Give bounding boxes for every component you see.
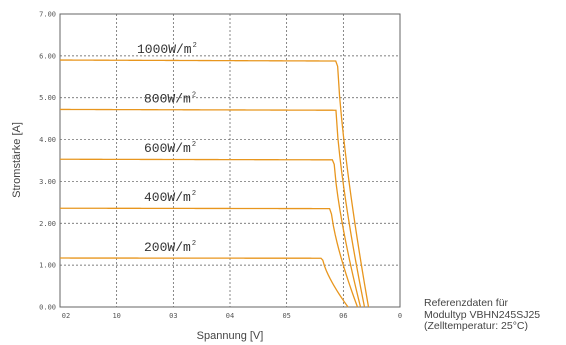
x-tick-label: 03 bbox=[169, 312, 177, 320]
x-tick-labels: 02 10 03 04 05 06 0 bbox=[62, 312, 402, 320]
y-tick-label: 2.00 bbox=[39, 220, 56, 228]
series-line bbox=[59, 108, 366, 308]
series-label: 800W/m bbox=[144, 91, 191, 106]
series-label-superscript: 2 bbox=[192, 190, 196, 198]
x-axis-label: Spannung [V] bbox=[197, 330, 264, 342]
series-line bbox=[59, 59, 370, 308]
note-line-3: (Zelltemperatur: 25°C) bbox=[424, 320, 528, 332]
y-tick-label: 4.00 bbox=[39, 136, 56, 144]
reference-note: Referenzdaten für Modultyp VBHN245SJ25 (… bbox=[424, 297, 541, 333]
series-label-superscript: 2 bbox=[192, 141, 196, 149]
series-line bbox=[60, 257, 349, 308]
series-line bbox=[60, 207, 359, 308]
x-tick-label: 06 bbox=[339, 312, 347, 320]
x-tick-label: 0 bbox=[398, 312, 402, 320]
y-tick-label: 6.00 bbox=[39, 52, 56, 60]
note-line-2: Modultyp VBHN245SJ25 bbox=[424, 308, 541, 321]
series-label-superscript: 2 bbox=[192, 91, 196, 99]
y-tick-label: 3.00 bbox=[39, 178, 56, 186]
y-tick-label: 7.00 bbox=[39, 11, 56, 19]
series-label: 600W/m bbox=[144, 141, 191, 156]
y-tick-label: 5.00 bbox=[39, 94, 56, 102]
curves bbox=[59, 59, 370, 308]
series-line bbox=[59, 158, 362, 308]
x-tick-label: 05 bbox=[282, 312, 290, 320]
series-label-superscript: 2 bbox=[192, 240, 196, 248]
x-tick-label: 10 bbox=[112, 312, 120, 320]
y-axis-label: Stromstärke [A] bbox=[11, 122, 23, 198]
grid bbox=[60, 14, 400, 307]
series-label: 1000W/m bbox=[137, 42, 192, 57]
y-tick-label: 1.00 bbox=[39, 262, 56, 270]
plot-area-frame bbox=[59, 13, 401, 308]
series-label-superscript: 2 bbox=[193, 42, 197, 50]
series-label: 200W/m bbox=[144, 240, 191, 255]
note-line-1: Referenzdaten für bbox=[424, 297, 509, 309]
x-tick-label: 02 bbox=[62, 312, 70, 320]
y-tick-labels: 0.00 1.00 2.00 3.00 4.00 5.00 6.00 7.00 bbox=[39, 11, 56, 312]
y-tick-label: 0.00 bbox=[39, 304, 56, 312]
series-label: 400W/m bbox=[144, 190, 191, 205]
x-tick-label: 04 bbox=[226, 312, 234, 320]
